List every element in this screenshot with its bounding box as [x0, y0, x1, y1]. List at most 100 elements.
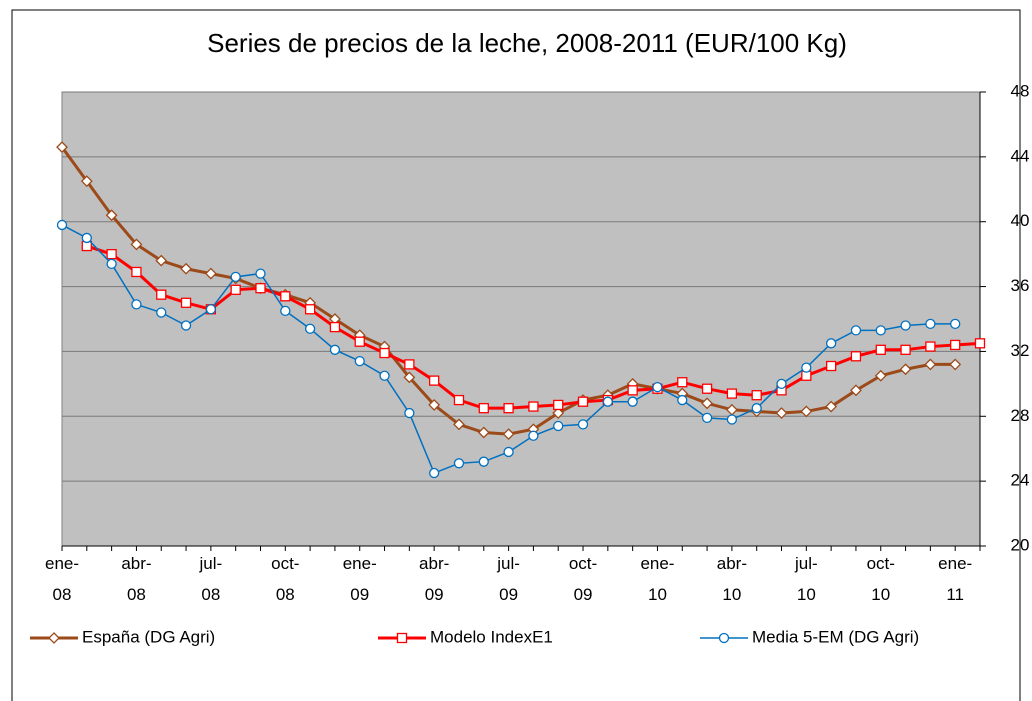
x-tick-label: jul-10 — [794, 554, 818, 604]
y-tick-label: 28 — [1011, 406, 1030, 425]
point — [304, 323, 316, 334]
point — [825, 360, 837, 372]
point — [718, 632, 730, 644]
point — [404, 359, 415, 370]
y-tick-label: 32 — [1011, 341, 1030, 360]
point — [949, 358, 962, 371]
point — [379, 347, 390, 359]
point — [429, 467, 440, 479]
legend-label: España (DG Agri) — [82, 627, 215, 646]
point — [553, 399, 564, 411]
x-tick-label: abr-08 — [121, 554, 151, 604]
point — [204, 267, 217, 280]
point — [701, 412, 713, 424]
point — [354, 356, 365, 367]
point — [528, 430, 539, 441]
point — [925, 318, 936, 330]
point — [627, 396, 638, 407]
point — [899, 363, 912, 376]
point — [726, 388, 738, 399]
point — [924, 358, 937, 371]
point — [230, 271, 241, 282]
point — [874, 369, 887, 382]
point — [130, 238, 143, 251]
point — [503, 403, 514, 414]
legend-label: Modelo IndexE1 — [430, 627, 553, 646]
point — [850, 384, 862, 397]
point — [329, 321, 341, 333]
point — [156, 289, 167, 300]
point — [825, 400, 838, 413]
point — [751, 390, 762, 401]
y-tick-label: 40 — [1011, 211, 1030, 230]
point — [751, 403, 762, 414]
point — [701, 383, 713, 394]
point — [925, 341, 936, 352]
point — [974, 338, 986, 349]
point — [677, 394, 688, 406]
point — [453, 394, 465, 406]
point — [180, 297, 192, 308]
point — [553, 420, 564, 432]
point — [81, 232, 92, 244]
point — [701, 397, 714, 410]
point — [255, 283, 266, 294]
point — [156, 307, 167, 318]
x-tick-label: jul-09 — [496, 554, 520, 604]
point — [131, 299, 142, 310]
point — [180, 320, 192, 331]
point — [205, 304, 217, 315]
point — [354, 336, 365, 347]
x-tick-label: oct-08 — [271, 554, 299, 604]
point — [627, 385, 638, 396]
point — [56, 219, 68, 231]
point — [56, 141, 68, 154]
point — [900, 344, 911, 355]
point — [80, 175, 93, 188]
point — [106, 258, 117, 270]
point — [396, 632, 408, 644]
point — [429, 375, 440, 386]
point — [552, 407, 565, 419]
point — [776, 378, 787, 390]
point — [478, 456, 489, 467]
point — [477, 426, 490, 439]
point — [825, 338, 837, 349]
chart-title: Series de precios de la leche, 2008-2011… — [207, 28, 847, 58]
point — [280, 291, 291, 302]
point — [652, 381, 663, 393]
legend-label: Media 5-EM (DG Agri) — [752, 627, 919, 646]
point — [48, 632, 60, 644]
point — [403, 371, 416, 384]
point — [379, 370, 390, 381]
y-tick-label: 24 — [1011, 471, 1030, 490]
x-tick-label: ene-11 — [938, 554, 972, 604]
point — [280, 305, 291, 317]
point — [677, 377, 688, 388]
point — [875, 344, 886, 355]
point — [428, 399, 441, 411]
point — [850, 351, 862, 362]
x-tick-label: ene-08 — [45, 554, 79, 604]
point — [502, 428, 515, 441]
point — [726, 414, 738, 425]
point — [850, 325, 862, 336]
plot-area — [61, 91, 981, 547]
point — [230, 284, 241, 295]
x-tick-label: oct-10 — [867, 554, 895, 604]
point — [801, 362, 812, 373]
point — [180, 262, 192, 275]
point — [950, 318, 961, 330]
point — [404, 407, 415, 419]
point — [875, 325, 886, 336]
point — [255, 268, 266, 279]
point — [800, 405, 813, 418]
point — [131, 266, 142, 278]
x-tick-label: ene-09 — [343, 554, 377, 604]
x-tick-label: abr-09 — [419, 554, 449, 604]
y-tick-label: 20 — [1011, 535, 1030, 554]
point — [775, 407, 788, 419]
x-tick-label: oct-09 — [569, 554, 597, 604]
point — [900, 320, 911, 331]
